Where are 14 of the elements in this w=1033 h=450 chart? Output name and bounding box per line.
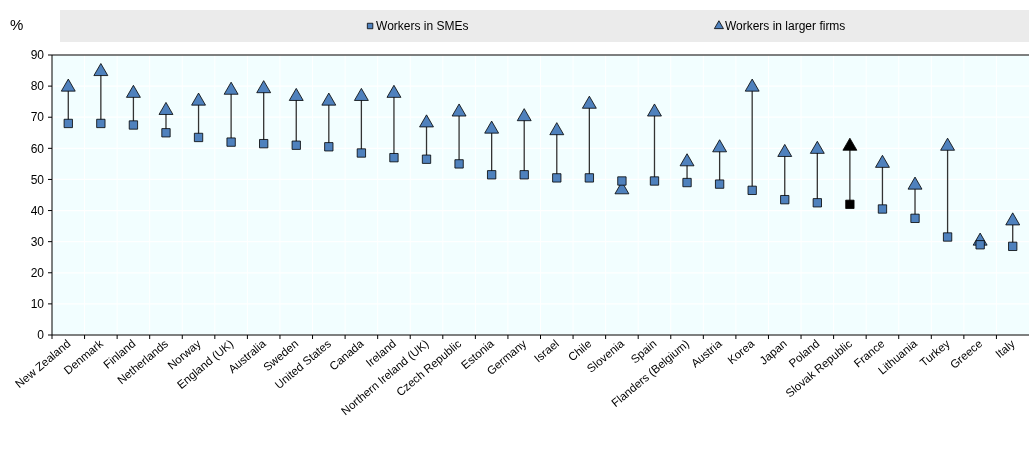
y-tick-label: 80 [30,79,45,94]
y-tick-label: 30 [30,234,45,249]
y-tick-label: 70 [30,110,45,125]
y-tick-label: 20 [30,265,45,280]
y-tick-label: 50 [30,172,45,187]
y-tick-label: 0 [37,328,45,343]
y-tick-label: 10 [30,297,45,312]
y-axis-title: % [10,16,24,33]
legend-label: Workers in larger firms [724,19,846,33]
legend-label: Workers in SMEs [376,19,469,33]
x-tick-label: Italy [993,337,1018,361]
y-tick-label: 40 [30,203,45,218]
y-tick-label: 90 [30,48,45,63]
y-tick-label: 60 [30,141,45,156]
